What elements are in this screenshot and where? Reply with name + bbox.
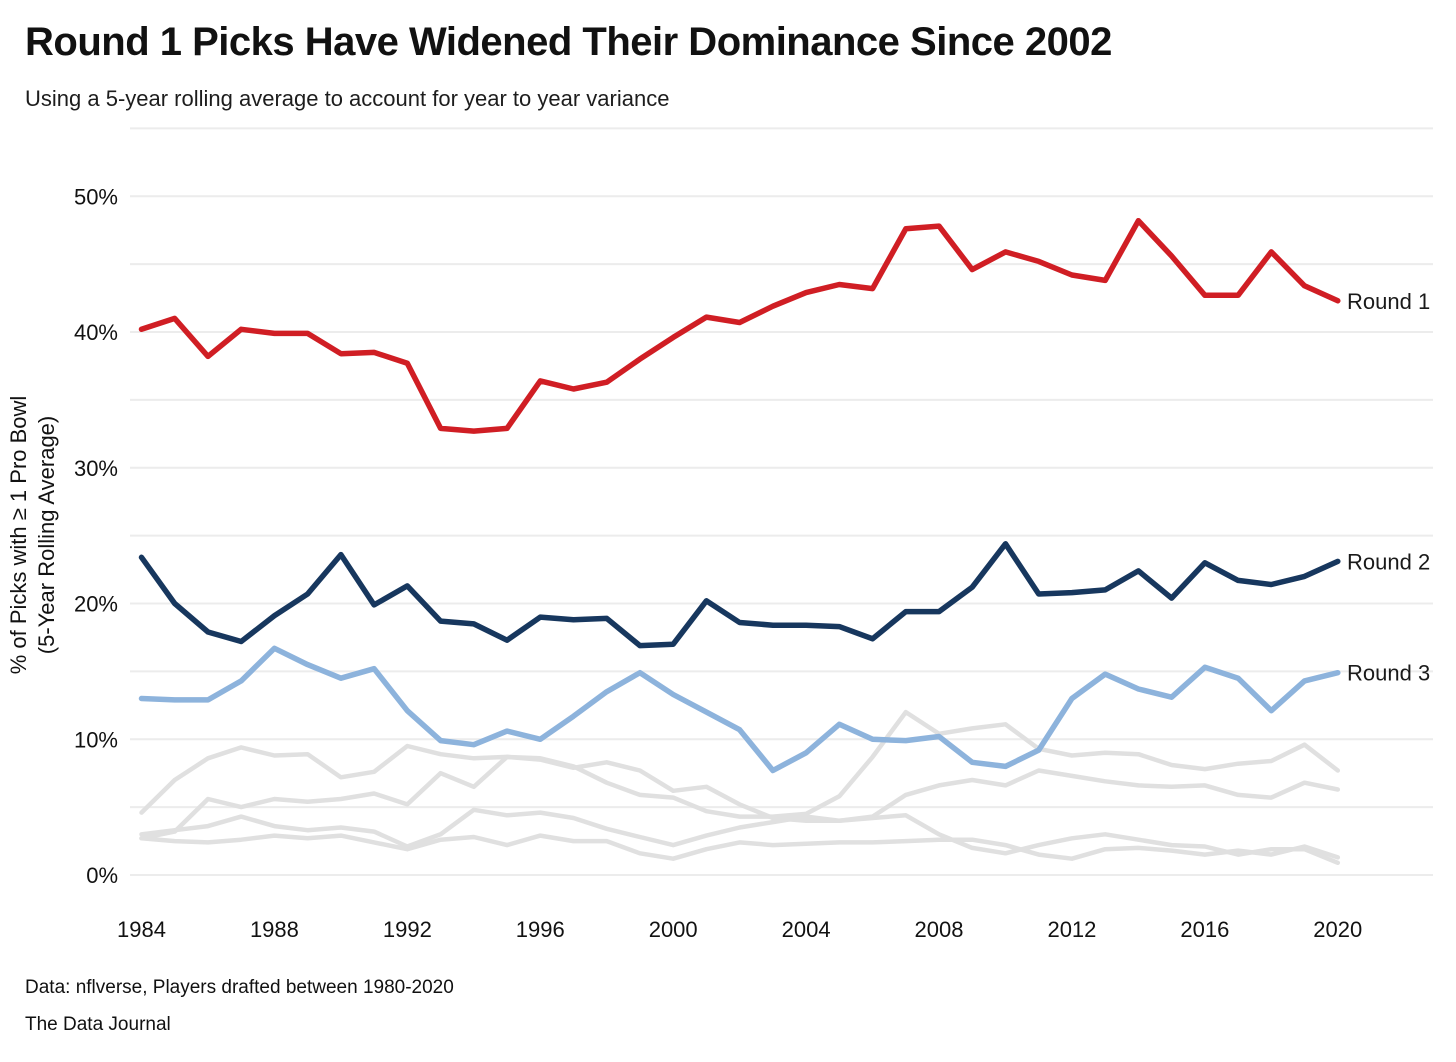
y-tick-label-10: 10% [74,727,118,752]
x-tick-label-2000: 2000 [649,917,698,942]
y-axis-title-line1: % of Picks with ≥ 1 Pro Bowl [6,396,31,675]
page-title: Round 1 Picks Have Widened Their Dominan… [25,20,1112,64]
x-tick-label-2016: 2016 [1180,917,1229,942]
series-line-round-1 [138,217,1341,434]
series-line-round-6 [139,807,1341,866]
series-line-round-7 [139,833,1341,861]
series-line-round-2 [138,541,1341,649]
y-tick-label-50: 50% [74,184,118,209]
brand-name: The Data Journal [25,1014,171,1035]
series-end-label-round-3: Round 3 [1347,661,1430,686]
x-tick-label-2004: 2004 [782,917,831,942]
series-end-label-round-2: Round 2 [1347,549,1430,574]
x-tick-label-2012: 2012 [1047,917,1096,942]
y-axis-title-line2: (5-Year Rolling Average) [34,416,59,654]
y-tick-label-0: 0% [86,863,118,888]
x-tick-label-2008: 2008 [915,917,964,942]
x-tick-label-1988: 1988 [250,917,299,942]
data-source-note: Data: nflverse, Players drafted between … [25,977,454,998]
chart-subtitle: Using a 5-year rolling average to accoun… [25,86,670,111]
series-line-round-4 [139,709,1341,819]
series-line-round-3 [138,645,1341,774]
y-tick-label-40: 40% [74,320,118,345]
x-tick-label-2020: 2020 [1313,917,1362,942]
x-tick-label-1984: 1984 [117,917,166,942]
series-end-label-round-1: Round 1 [1347,289,1430,314]
x-tick-label-1996: 1996 [516,917,565,942]
x-tick-label-1992: 1992 [383,917,432,942]
series-line-round-5 [139,754,1341,841]
y-tick-label-30: 30% [74,456,118,481]
y-tick-label-20: 20% [74,592,118,617]
